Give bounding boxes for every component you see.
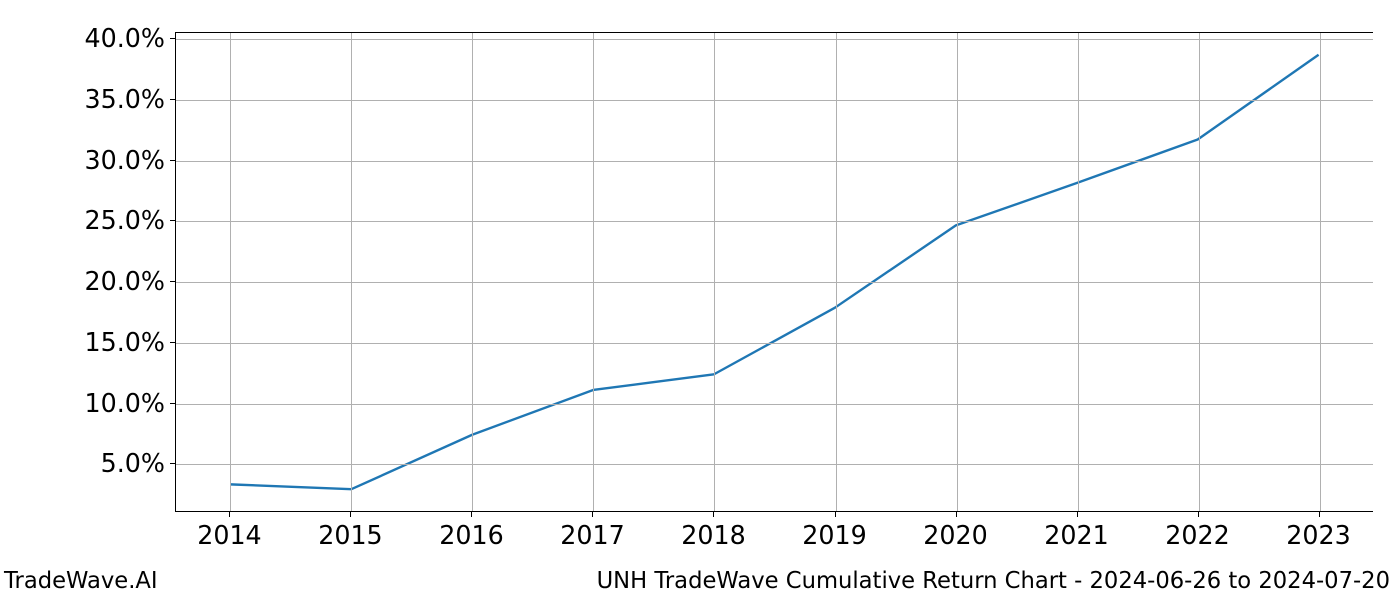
x-tick-label: 2021 <box>1044 520 1108 550</box>
y-tick <box>170 99 175 100</box>
x-tick-label: 2022 <box>1165 520 1229 550</box>
grid-line-horizontal <box>176 221 1373 222</box>
x-tick-label: 2015 <box>318 520 382 550</box>
y-tick <box>170 281 175 282</box>
y-tick-label: 15.0% <box>85 327 165 357</box>
y-tick-label: 25.0% <box>85 205 165 235</box>
grid-line-vertical <box>957 33 958 511</box>
grid-line-vertical <box>836 33 837 511</box>
footer-right-text: UNH TradeWave Cumulative Return Chart - … <box>597 568 1390 594</box>
grid-line-vertical <box>351 33 352 511</box>
grid-line-vertical <box>1199 33 1200 511</box>
y-tick <box>170 403 175 404</box>
x-tick-label: 2018 <box>681 520 745 550</box>
y-tick-label: 10.0% <box>85 388 165 418</box>
x-tick <box>1198 512 1199 517</box>
x-tick <box>835 512 836 517</box>
plot-area <box>175 32 1373 512</box>
grid-line-horizontal <box>176 343 1373 344</box>
y-tick-label: 5.0% <box>101 448 165 478</box>
grid-line-horizontal <box>176 464 1373 465</box>
line-layer <box>176 33 1373 511</box>
grid-line-horizontal <box>176 404 1373 405</box>
y-tick <box>170 342 175 343</box>
y-tick <box>170 160 175 161</box>
x-tick <box>1319 512 1320 517</box>
y-tick-label: 35.0% <box>85 84 165 114</box>
y-tick-label: 20.0% <box>85 266 165 296</box>
y-tick <box>170 463 175 464</box>
grid-line-vertical <box>1320 33 1321 511</box>
x-tick <box>956 512 957 517</box>
x-tick <box>471 512 472 517</box>
x-tick-label: 2016 <box>439 520 503 550</box>
grid-line-horizontal <box>176 282 1373 283</box>
chart-container: TradeWave.AI UNH TradeWave Cumulative Re… <box>0 0 1400 600</box>
x-tick <box>713 512 714 517</box>
grid-line-vertical <box>472 33 473 511</box>
grid-line-vertical <box>593 33 594 511</box>
series-line <box>230 55 1318 489</box>
grid-line-vertical <box>230 33 231 511</box>
grid-line-horizontal <box>176 100 1373 101</box>
y-tick-label: 30.0% <box>85 145 165 175</box>
y-tick-label: 40.0% <box>85 23 165 53</box>
grid-line-vertical <box>1078 33 1079 511</box>
y-tick <box>170 220 175 221</box>
x-tick-label: 2023 <box>1286 520 1350 550</box>
x-tick <box>229 512 230 517</box>
grid-line-horizontal <box>176 161 1373 162</box>
x-tick <box>350 512 351 517</box>
x-tick <box>592 512 593 517</box>
footer-left-text: TradeWave.AI <box>4 568 158 594</box>
x-tick-label: 2014 <box>197 520 261 550</box>
y-tick <box>170 38 175 39</box>
x-tick <box>1077 512 1078 517</box>
x-tick-label: 2017 <box>560 520 624 550</box>
grid-line-horizontal <box>176 39 1373 40</box>
grid-line-vertical <box>714 33 715 511</box>
x-tick-label: 2020 <box>923 520 987 550</box>
x-tick-label: 2019 <box>802 520 866 550</box>
